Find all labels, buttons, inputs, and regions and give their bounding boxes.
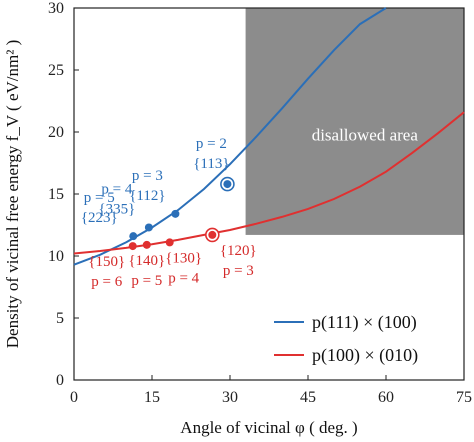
y-tick-label: 30 [48,0,64,17]
data-point [144,223,153,232]
legend-entry: p(100) × (010) [312,345,418,366]
series-layer [73,7,465,266]
data-point [142,240,151,249]
data-point [208,230,217,239]
legend-entry: p(111) × (100) [312,312,417,333]
series-line-1 [73,111,465,255]
point-label-p: p = 3 [132,168,163,184]
point-label-plane: {140} [128,253,165,269]
y-axis-label: Density of vicinal free energy f_V ( eV/… [3,40,22,348]
x-tick-label: 75 [456,389,472,406]
y-tick-label: 25 [48,62,64,79]
point-label-plane: {150} [88,254,125,270]
y-tick-label: 0 [56,372,64,389]
y-tick-label: 20 [48,124,64,141]
data-point [165,238,174,247]
point-label-plane: {335} [98,201,135,217]
data-point [128,242,137,251]
point-label-p: p = 2 [196,136,227,152]
axes: 0 15 30 45 60 75 0 5 10 15 20 25 30 Angle of vicinal … [3,0,472,437]
x-tick-label: 60 [378,389,394,406]
x-tick-label: 0 [70,389,78,406]
point-label-p: p = 4 [101,181,132,197]
point-label-plane: {113} [193,156,229,172]
disallowed-region-layer: disallowed area [245,8,464,235]
point-label-plane: {130} [165,250,202,266]
x-tick-label: 45 [300,389,316,406]
point-labels: p = 5 {223} p = 4 {335} p = 3 {112} p = 2 {113}… [81,136,257,290]
disallowed-region [245,8,464,235]
disallowed-region-label: disallowed area [312,126,419,145]
points-layer [128,176,235,251]
point-label-p: p = 3 [223,263,254,279]
point-label-p: p = 5 [131,273,162,289]
point-label-plane: {112} [129,188,165,204]
x-tick-label: 15 [144,389,160,406]
point-label-plane: {120} [220,243,257,259]
y-tick-label: 5 [56,310,64,327]
data-point [171,209,180,218]
data-point [223,180,232,189]
point-label-p: p = 6 [91,274,122,290]
point-label-p: p = 4 [168,270,199,286]
point-label-p: p = 5 [84,190,115,206]
x-tick-label: 30 [222,389,238,406]
x-axis-label: Angle of vicinal φ ( deg. ) [180,418,357,437]
legend: p(111) × (100) p(100) × (010) [274,312,418,366]
series-line-0 [73,7,387,266]
point-label-plane: {223} [81,210,118,226]
data-point [129,232,138,241]
y-tick-label: 15 [48,186,64,203]
y-tick-label: 10 [48,248,64,265]
